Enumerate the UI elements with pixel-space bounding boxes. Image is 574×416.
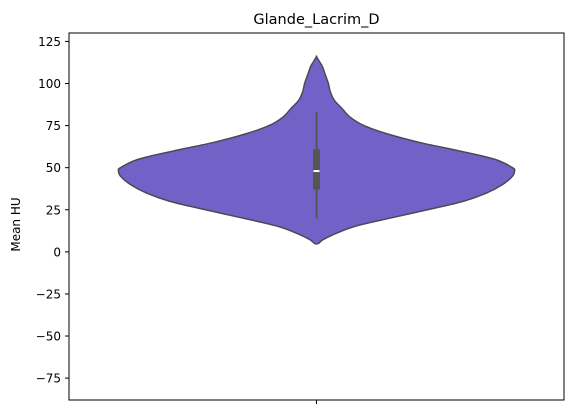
violin-iqr-box <box>313 149 320 190</box>
y-tick-label: 0 <box>53 245 61 259</box>
y-tick-label: 75 <box>46 119 61 133</box>
y-tick-label: −50 <box>36 330 61 344</box>
y-tick-label: 100 <box>38 77 61 91</box>
y-tick-label: −75 <box>36 372 61 386</box>
chart-title: Glande_Lacrim_D <box>253 12 379 28</box>
y-tick-label: −25 <box>36 287 61 301</box>
y-axis-label: Mean HU <box>9 197 23 251</box>
y-tick-label: 50 <box>46 161 61 175</box>
y-tick-label: 125 <box>38 35 61 49</box>
y-axis-ticks: −75 −50 −25 0 25 50 75 100 125 <box>36 35 69 386</box>
y-tick-label: 25 <box>46 203 61 217</box>
plot-area-frame <box>68 32 565 401</box>
